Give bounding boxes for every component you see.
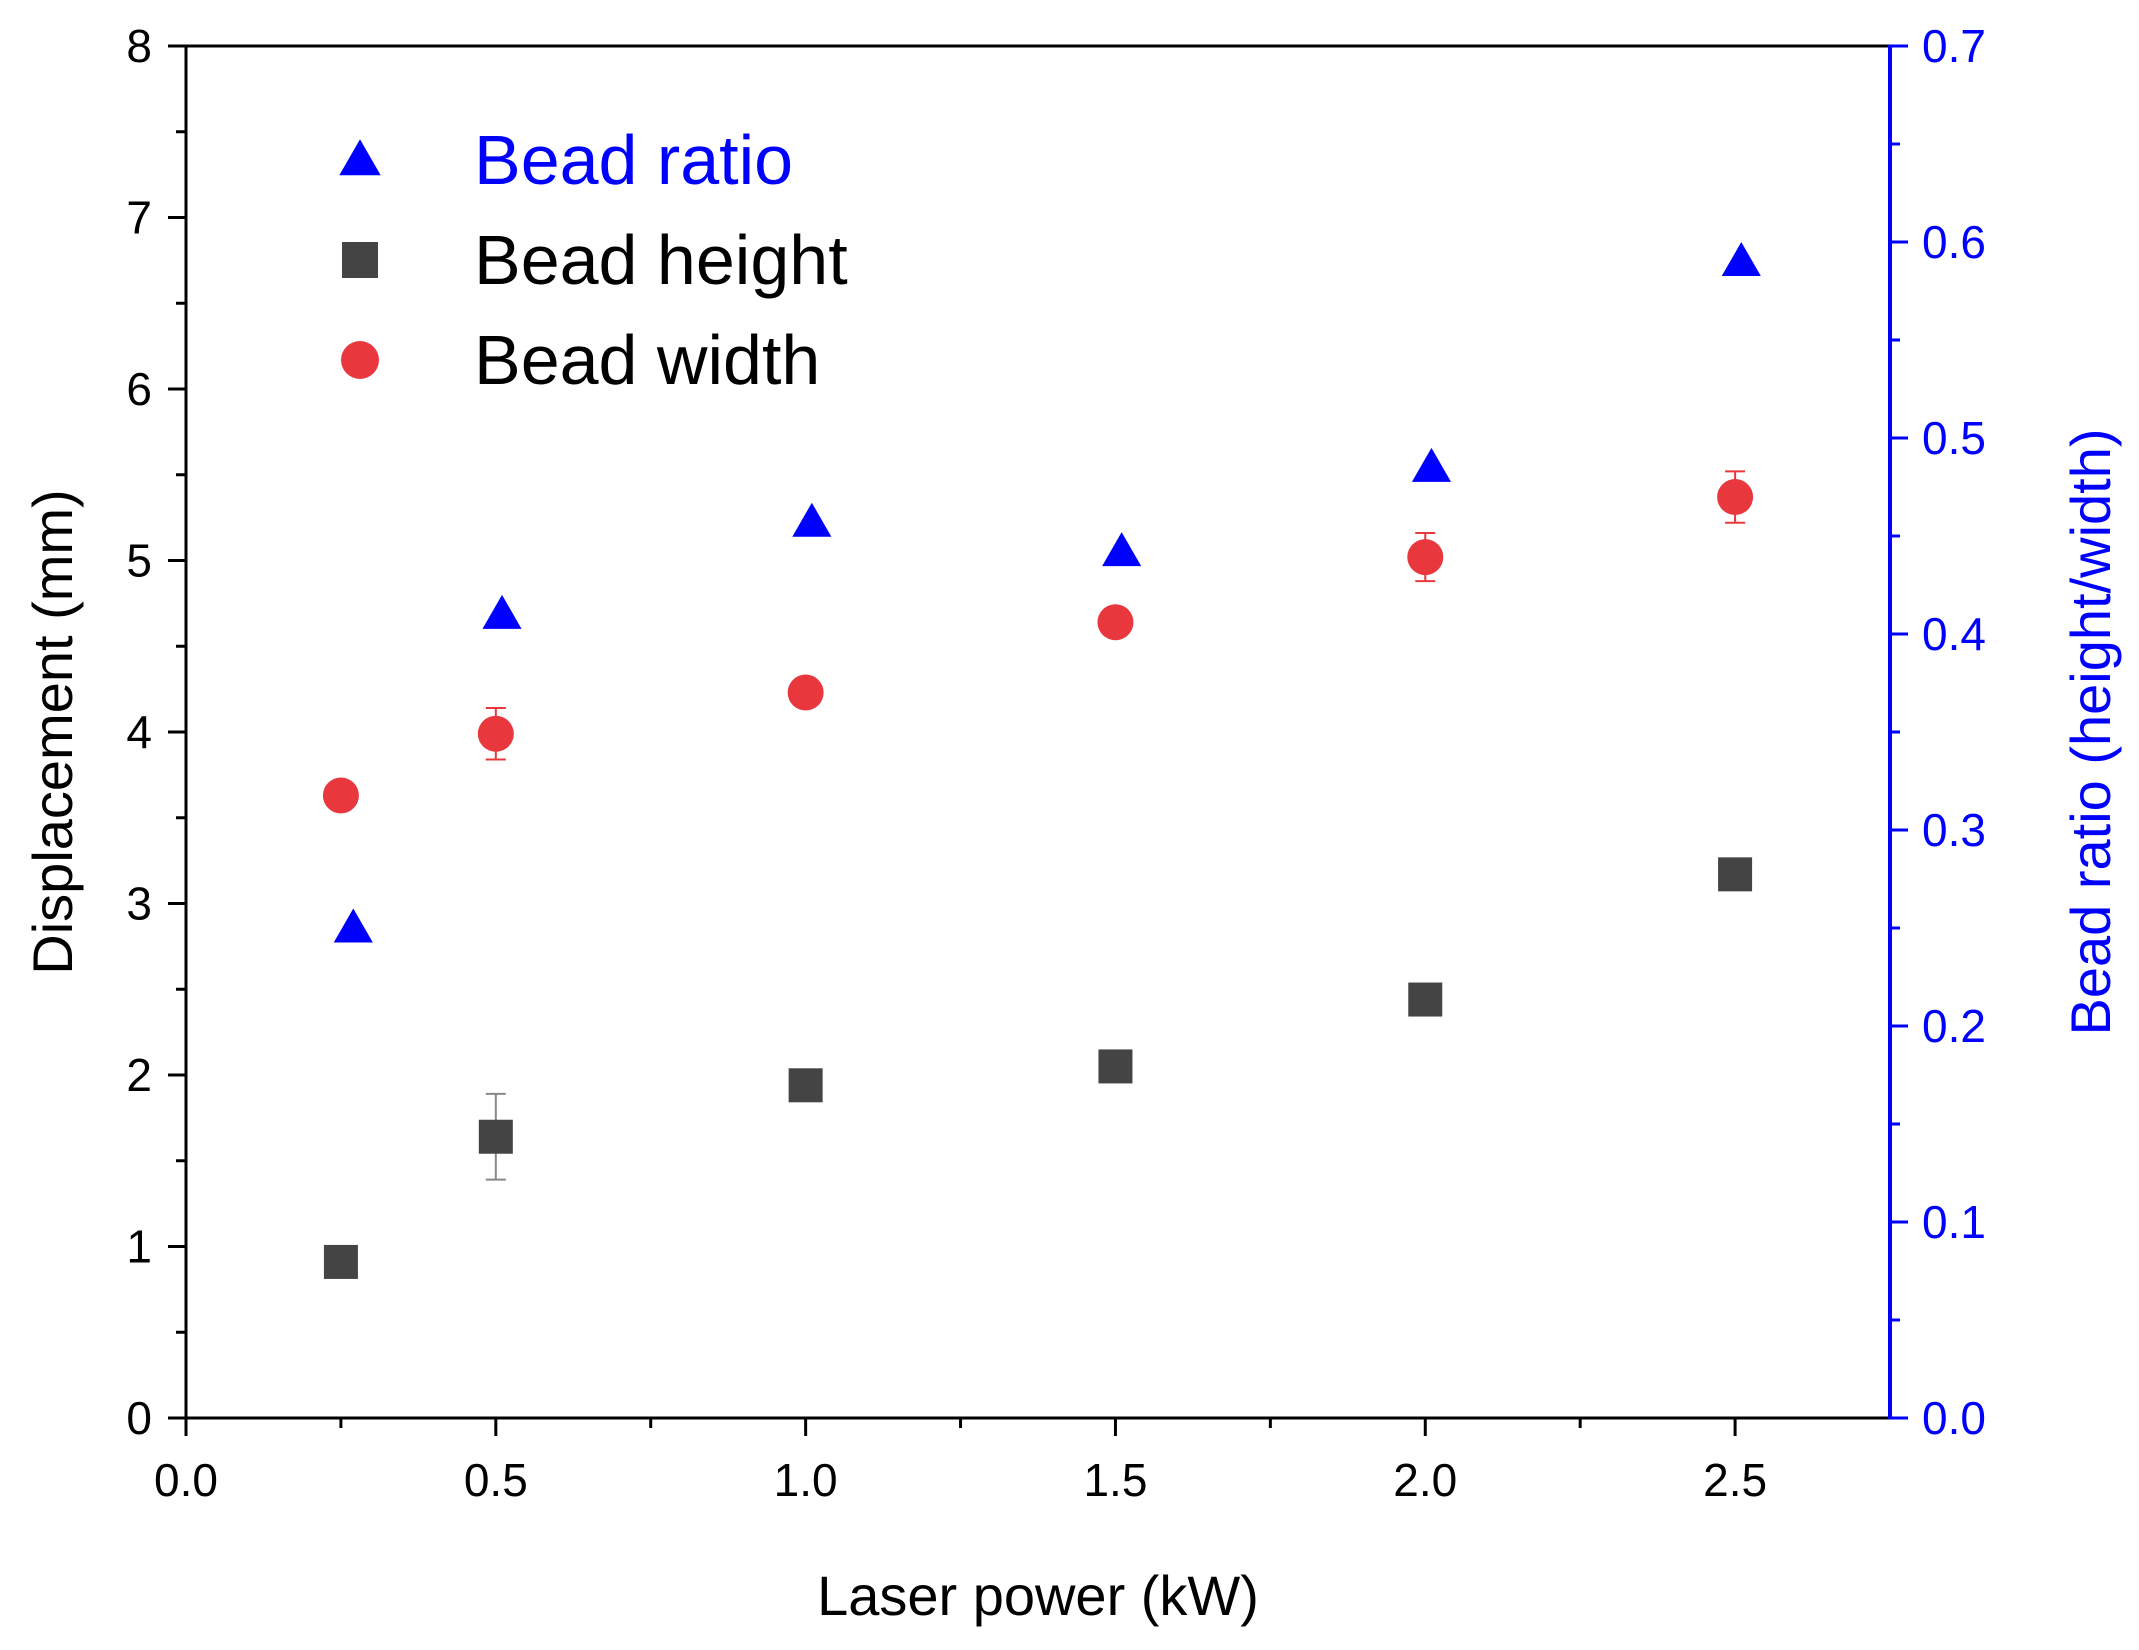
data-point-bead-height <box>1098 1049 1133 1084</box>
data-point-bead-ratio <box>1721 242 1761 277</box>
data-point-bead-height <box>1718 857 1753 892</box>
y2-tick-label: 0.6 <box>1922 216 1986 268</box>
data-point-bead-ratio <box>792 502 832 537</box>
data-point-bead-ratio <box>333 908 373 943</box>
y-tick-label: 5 <box>126 535 152 587</box>
y2-tick-label: 0.0 <box>1922 1392 1986 1444</box>
y-axis-title: Displacement (mm) <box>21 489 84 974</box>
x-tick-label: 2.0 <box>1393 1454 1457 1506</box>
data-point-bead-width <box>322 777 359 814</box>
data-point-bead-ratio <box>1102 532 1142 567</box>
y2-tick-label: 0.4 <box>1922 608 1986 660</box>
data-point-bead-width <box>1717 479 1754 516</box>
x-tick-label: 0.0 <box>154 1454 218 1506</box>
x-tick-label: 1.0 <box>774 1454 838 1506</box>
data-point-bead-ratio <box>1411 447 1452 482</box>
legend-marker <box>339 139 381 176</box>
y2-tick-label: 0.5 <box>1922 412 1986 464</box>
legend-marker <box>342 242 378 278</box>
legend: Bead ratio Bead height Bead width <box>339 121 848 399</box>
data-point-bead-width <box>1407 539 1444 576</box>
legend-marker <box>341 341 379 379</box>
data-marks <box>322 242 1761 1279</box>
y-tick-label: 3 <box>126 878 152 930</box>
y2-tick-label: 0.3 <box>1922 804 1986 856</box>
y-tick-label: 1 <box>126 1221 152 1273</box>
legend-label: Bead ratio <box>474 121 793 199</box>
y2-tick-label: 0.2 <box>1922 1000 1986 1052</box>
y2-tick-label: 0.7 <box>1922 20 1986 72</box>
data-point-bead-width <box>787 674 824 711</box>
data-point-bead-height <box>323 1244 358 1279</box>
x-tick-label: 2.5 <box>1703 1454 1767 1506</box>
data-point-bead-ratio <box>482 594 522 629</box>
data-point-bead-height <box>1408 982 1443 1017</box>
data-point-bead-height <box>478 1119 513 1154</box>
y-tick-label: 6 <box>126 363 152 415</box>
axes: 0.0 0.5 1.0 1.5 2.0 2.5 0 1 2 3 4 5 6 7 8 0.0 0.1 0.2 0.3 0… <box>126 20 1986 1506</box>
y2-axis-title: Bead ratio (height/width) <box>2059 428 2122 1035</box>
y-tick-label: 7 <box>126 192 152 244</box>
legend-label: Bead height <box>474 221 848 299</box>
data-point-bead-width <box>1097 604 1134 641</box>
data-point-bead-height <box>788 1068 823 1103</box>
data-point-bead-width <box>477 715 514 752</box>
y2-tick-label: 0.1 <box>1922 1196 1986 1248</box>
y-tick-label: 8 <box>126 20 152 72</box>
legend-label: Bead width <box>474 321 820 399</box>
y-tick-label: 4 <box>126 706 152 758</box>
x-tick-label: 0.5 <box>464 1454 528 1506</box>
x-axis-title: Laser power (kW) <box>817 1564 1259 1627</box>
y-tick-label: 0 <box>126 1392 152 1444</box>
x-tick-label: 1.5 <box>1083 1454 1147 1506</box>
y-tick-label: 2 <box>126 1049 152 1101</box>
